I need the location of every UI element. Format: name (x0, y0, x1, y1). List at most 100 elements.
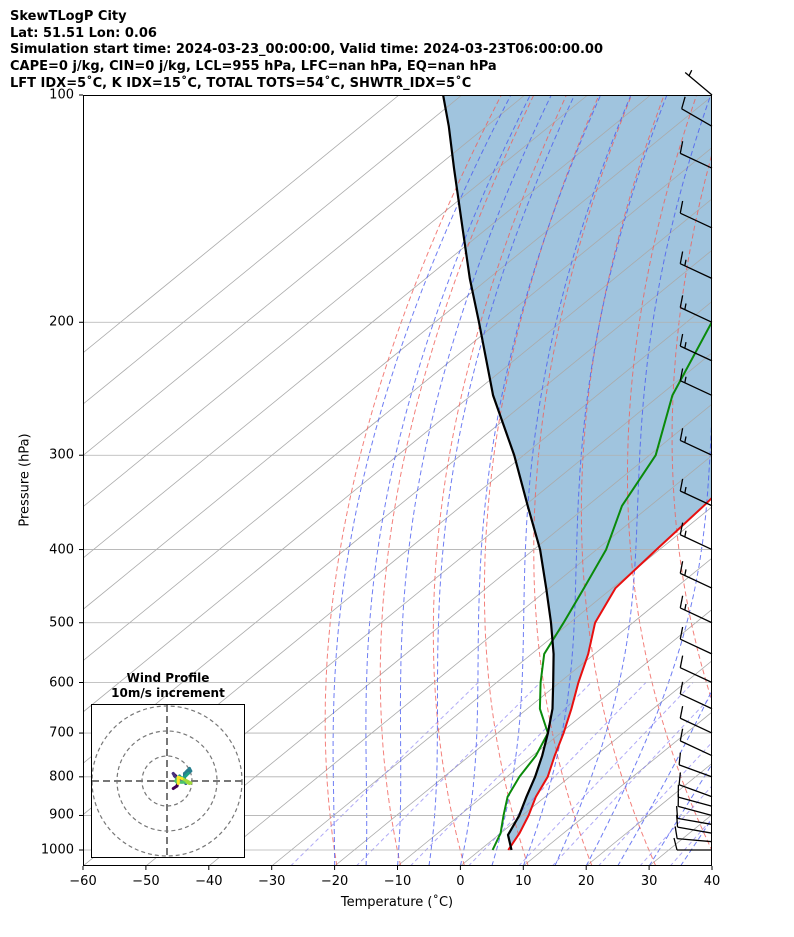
dry-adiabat (324, 95, 502, 866)
y-axis-label: Pressure (hPa) (17, 433, 33, 527)
x-tick-label: 10 (515, 874, 532, 889)
wind-barb-half-flag (684, 486, 687, 494)
wind-barb-staff (680, 607, 713, 624)
wind-barb (679, 655, 713, 684)
wind-barb-flag (681, 96, 686, 109)
wind-barb-staff (680, 345, 713, 362)
wind-barb-half-flag (684, 376, 687, 383)
cin-shading (443, 95, 712, 850)
wind-barb (678, 772, 713, 798)
wind-barb-flag (678, 772, 682, 785)
moist-adiabat (554, 95, 712, 866)
wind-barb-staff (680, 380, 713, 397)
temperature-line (507, 496, 712, 851)
chart-title: SkewTLogP City (10, 9, 127, 24)
wind-barb-staff (680, 638, 713, 655)
x-tick-label: 30 (640, 874, 658, 889)
wind-barb-flag (679, 522, 684, 535)
wind-barb-staff (678, 796, 713, 807)
wind-barb-flag (679, 681, 684, 695)
wind-barb-half-flag (684, 303, 687, 310)
dewpoint-line (491, 319, 712, 851)
wind-barb-staff (680, 263, 713, 280)
dry-adiabat (627, 95, 712, 852)
wind-barb-staff (678, 764, 713, 778)
x-tick-label: 0 (456, 874, 465, 889)
x-tick-label: −30 (257, 874, 286, 889)
hodograph-subtitle: 10m/s increment (111, 686, 225, 700)
y-tick-label: 500 (49, 615, 74, 631)
wind-barb (679, 428, 713, 456)
wind-barb-flag (679, 251, 684, 264)
dry-adiabat (580, 95, 665, 866)
x-tick-label: 40 (703, 874, 721, 889)
wind-barb (679, 522, 713, 551)
isotherm-line (145, 403, 712, 866)
mixing-ratio-line (290, 682, 479, 866)
wind-barb-half-flag (688, 69, 693, 77)
wind-barb-flag (679, 478, 684, 492)
mixing-ratio-line (410, 682, 592, 866)
wind-barb-staff (680, 740, 713, 757)
wind-barb-flag (673, 837, 678, 851)
parcel-line (442, 95, 555, 851)
mixing-ratio-line (355, 682, 541, 866)
y-tick-label: 400 (49, 542, 74, 558)
wind-barb-staff (678, 805, 713, 817)
wind-barb-flag (679, 428, 684, 441)
wind-barb (679, 561, 713, 589)
plot-frame (83, 95, 712, 866)
wind-barb (679, 200, 713, 229)
isotherm-line (83, 147, 712, 662)
wind-barb (676, 805, 713, 826)
wind-barb-staff (680, 534, 713, 551)
wind-barb-staff (678, 784, 713, 798)
wind-barb-staff (680, 152, 713, 169)
wind-barb (679, 333, 713, 362)
time-label: Simulation start time: 2024-03-23_00:00:… (10, 42, 603, 57)
dry-adiabat (715, 95, 794, 866)
wind-barb (674, 826, 713, 843)
wind-barb (679, 595, 713, 624)
isotherm-line (83, 95, 712, 610)
wind-barb-half-flag (684, 342, 687, 349)
dry-adiabat (379, 95, 535, 866)
dry-adiabat (757, 95, 794, 866)
cape-label: CAPE=0 j/kg, CIN=0 j/kg, LCL=955 hPa, LF… (10, 59, 497, 74)
wind-barb-half-flag (684, 259, 687, 266)
x-tick-label: −10 (383, 874, 412, 889)
wind-barb (681, 96, 713, 127)
moist-adiabat (491, 95, 632, 866)
location-label: Lat: 51.51 Lon: 0.06 (10, 26, 157, 41)
isotherm-line (334, 557, 712, 866)
dry-adiabat (483, 95, 600, 866)
wind-barb-staff (680, 572, 713, 589)
wind-barb-staff (680, 667, 713, 684)
hodograph-plot (92, 705, 246, 859)
moist-adiabat (332, 95, 512, 866)
moist-adiabat (522, 95, 668, 866)
wind-barb-staff (680, 306, 713, 323)
wind-barb-flag (679, 595, 684, 609)
wind-barb-flag (674, 826, 678, 839)
wind-barb (679, 681, 713, 710)
wind-barb-staff (680, 490, 713, 507)
wind-barb (679, 626, 713, 655)
isotherm-line (83, 95, 651, 559)
wind-barb (679, 368, 713, 397)
wind-barb-flag (679, 728, 684, 742)
mixing-ratio-line (518, 682, 694, 866)
dry-adiabat (432, 95, 567, 866)
wind-barb-half-flag (684, 530, 687, 538)
wind-barb-staff (681, 108, 713, 127)
y-tick-label: 800 (49, 769, 74, 785)
y-tick-label: 700 (49, 725, 74, 741)
isotherm-line (271, 506, 712, 866)
isotherm-line (83, 198, 712, 713)
wind-barb-flag (679, 655, 684, 668)
wind-barb-flag (678, 752, 682, 765)
isotherm-line (460, 660, 712, 866)
wind-barb-flag (679, 561, 684, 574)
wind-barb-half-flag (684, 603, 687, 611)
wind-barb (679, 728, 713, 757)
